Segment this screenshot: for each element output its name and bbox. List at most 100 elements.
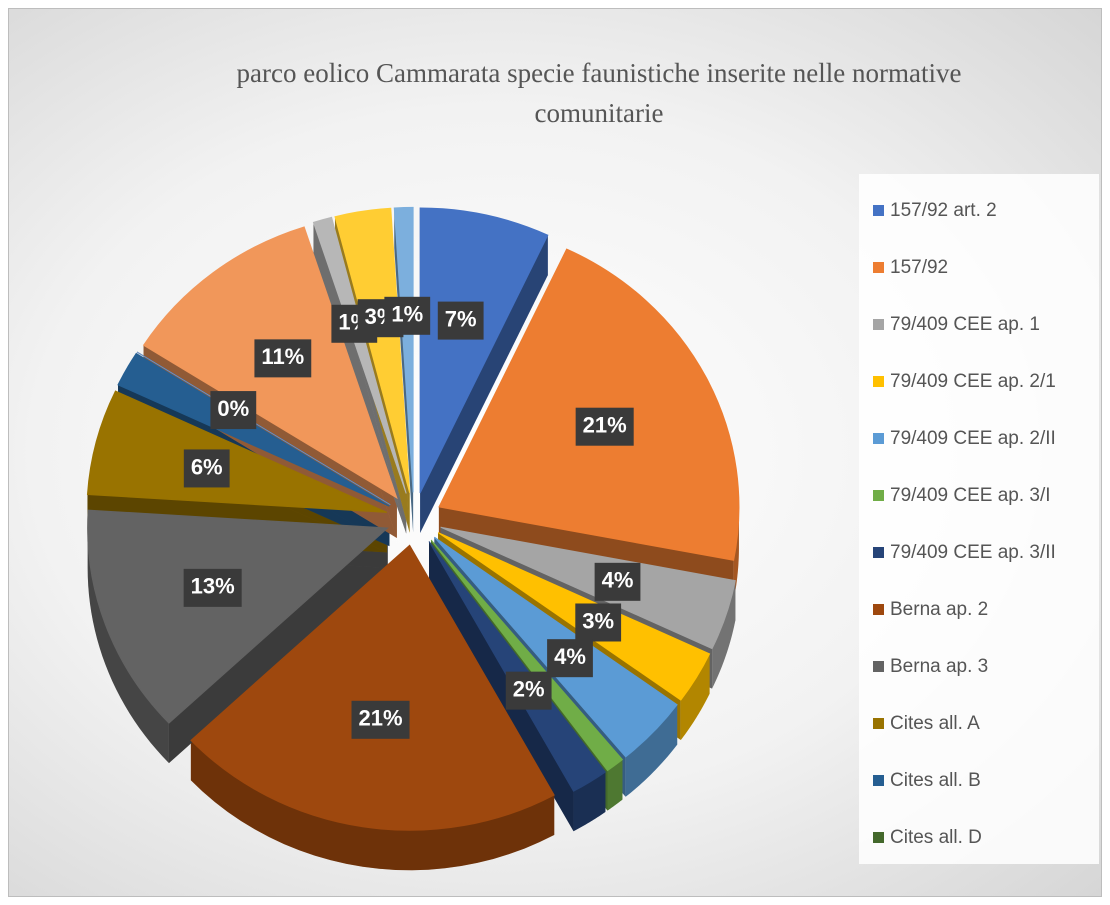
legend-swatch xyxy=(873,718,884,729)
legend: 157/92 art. 2 157/92 79/409 CEE ap. 1 79/40… xyxy=(859,174,1099,864)
legend-label: Cites all. D xyxy=(890,827,982,848)
data-label: 21% xyxy=(358,706,402,731)
legend-item: 79/409 CEE ap. 2/1 xyxy=(873,371,1056,393)
data-label-box xyxy=(210,391,257,430)
slice xyxy=(190,544,555,831)
slice xyxy=(428,541,607,792)
pie: 7%21%4%3%4%2%21%13%6%0%11%1%3%1% xyxy=(86,206,740,871)
slice-face xyxy=(168,528,388,764)
slice-shade xyxy=(573,772,606,832)
legend-swatch xyxy=(873,547,884,558)
legend-swatch xyxy=(873,433,884,444)
data-label-box xyxy=(351,700,410,739)
data-label-box xyxy=(183,449,230,488)
legend-item: Berna ap. 3 xyxy=(873,656,988,678)
data-label-box xyxy=(254,339,312,378)
slice xyxy=(393,206,414,493)
slice-wall xyxy=(573,772,606,832)
data-label-group: 21% xyxy=(575,407,634,446)
data-label-group: 0% xyxy=(210,391,257,430)
legend-label: 79/409 CEE ap. 2/II xyxy=(890,428,1056,449)
data-label-group: 13% xyxy=(183,568,242,607)
slice xyxy=(438,248,740,561)
slice-wall xyxy=(680,653,710,741)
slice-shade xyxy=(420,235,548,534)
legend-item: 157/92 xyxy=(873,257,948,279)
slice-shade xyxy=(87,528,169,764)
data-label: 13% xyxy=(191,574,235,599)
legend-item: Berna ap. 2 xyxy=(873,599,988,621)
slice xyxy=(312,216,407,494)
legend-item: 79/409 CEE ap. 1 xyxy=(873,314,1040,336)
data-label: 6% xyxy=(191,454,223,479)
legend-item: 157/92 art. 2 xyxy=(873,200,997,222)
legend-swatch xyxy=(873,319,884,330)
slice xyxy=(334,207,411,493)
data-label: 0% xyxy=(217,396,249,421)
legend-swatch xyxy=(873,832,884,843)
slice-shade xyxy=(313,222,407,534)
data-label-group: 3% xyxy=(575,603,622,642)
slice-face xyxy=(313,222,407,534)
slice-shade xyxy=(429,541,574,832)
data-label-box xyxy=(183,568,242,607)
slice-tops xyxy=(86,206,740,831)
legend-label: Cites all. A xyxy=(890,713,980,734)
slice-face xyxy=(429,541,574,832)
legend-label: 79/409 CEE ap. 2/1 xyxy=(890,371,1056,392)
legend-label: 79/409 CEE ap. 3/II xyxy=(890,542,1056,563)
data-label: 1% xyxy=(391,302,423,327)
legend-label: 157/92 xyxy=(890,257,949,278)
slice-wall xyxy=(190,740,555,871)
legend-swatch xyxy=(873,604,884,615)
legend-label: 79/409 CEE ap. 3/I xyxy=(890,485,1051,506)
data-label-group: 4% xyxy=(594,562,641,601)
legend-swatch xyxy=(873,490,884,501)
slice-wall xyxy=(712,580,736,689)
data-label-group: 21% xyxy=(351,700,410,739)
legend-item: Cites all. A xyxy=(873,713,980,735)
slice-wall xyxy=(625,704,678,797)
legend-label: 79/409 CEE ap. 1 xyxy=(890,314,1040,335)
data-label-group: 4% xyxy=(547,639,593,678)
slice xyxy=(86,390,388,513)
data-label-group: 2% xyxy=(505,671,552,710)
legend-swatch xyxy=(873,661,884,672)
legend-item: 79/409 CEE ap. 3/II xyxy=(873,542,1056,564)
data-label-box xyxy=(384,296,431,335)
slice-face xyxy=(420,235,548,534)
data-label-group: 1% xyxy=(384,296,431,335)
slice-shade xyxy=(394,207,414,533)
slice-shade xyxy=(712,580,736,689)
slice-wall xyxy=(87,528,169,764)
data-label-box xyxy=(575,407,634,446)
data-label-box xyxy=(575,603,622,642)
slice xyxy=(437,532,711,701)
data-label: 7% xyxy=(445,306,477,331)
slice xyxy=(117,352,390,507)
data-labels: 7%21%4%3%4%2%21%13%6%0%11%1%3%1% xyxy=(183,296,641,739)
legend-swatch xyxy=(873,205,884,216)
data-label: 11% xyxy=(261,344,304,369)
data-label-box xyxy=(505,671,552,710)
legend-item: 79/409 CEE ap. 3/I xyxy=(873,485,1051,507)
legend-swatch xyxy=(873,376,884,387)
slice-wall xyxy=(607,759,623,811)
legend-label: Berna ap. 2 xyxy=(890,599,989,620)
data-label-group: 7% xyxy=(437,301,484,340)
legend-swatch xyxy=(873,775,884,786)
legend-item: 79/409 CEE ap. 2/II xyxy=(873,428,1056,450)
slice xyxy=(440,526,736,650)
legend-label: Berna ap. 3 xyxy=(890,656,989,677)
legend-item: Cites all. D xyxy=(873,827,982,849)
slice-shade xyxy=(607,759,623,811)
data-label-group: 11% xyxy=(254,339,312,378)
data-label-box xyxy=(437,301,484,340)
slice xyxy=(87,509,389,724)
chart-area: 7% 21% 4% 3% 4% 2% 21% 13% 6% 0% 11% 1% 3% 1% parco e… xyxy=(8,8,1102,897)
slice-shade xyxy=(680,653,710,741)
data-label: 2% xyxy=(513,676,545,701)
legend-label: 157/92 art. 2 xyxy=(890,200,997,221)
slice-shade xyxy=(733,506,739,601)
data-label-box xyxy=(547,639,593,678)
